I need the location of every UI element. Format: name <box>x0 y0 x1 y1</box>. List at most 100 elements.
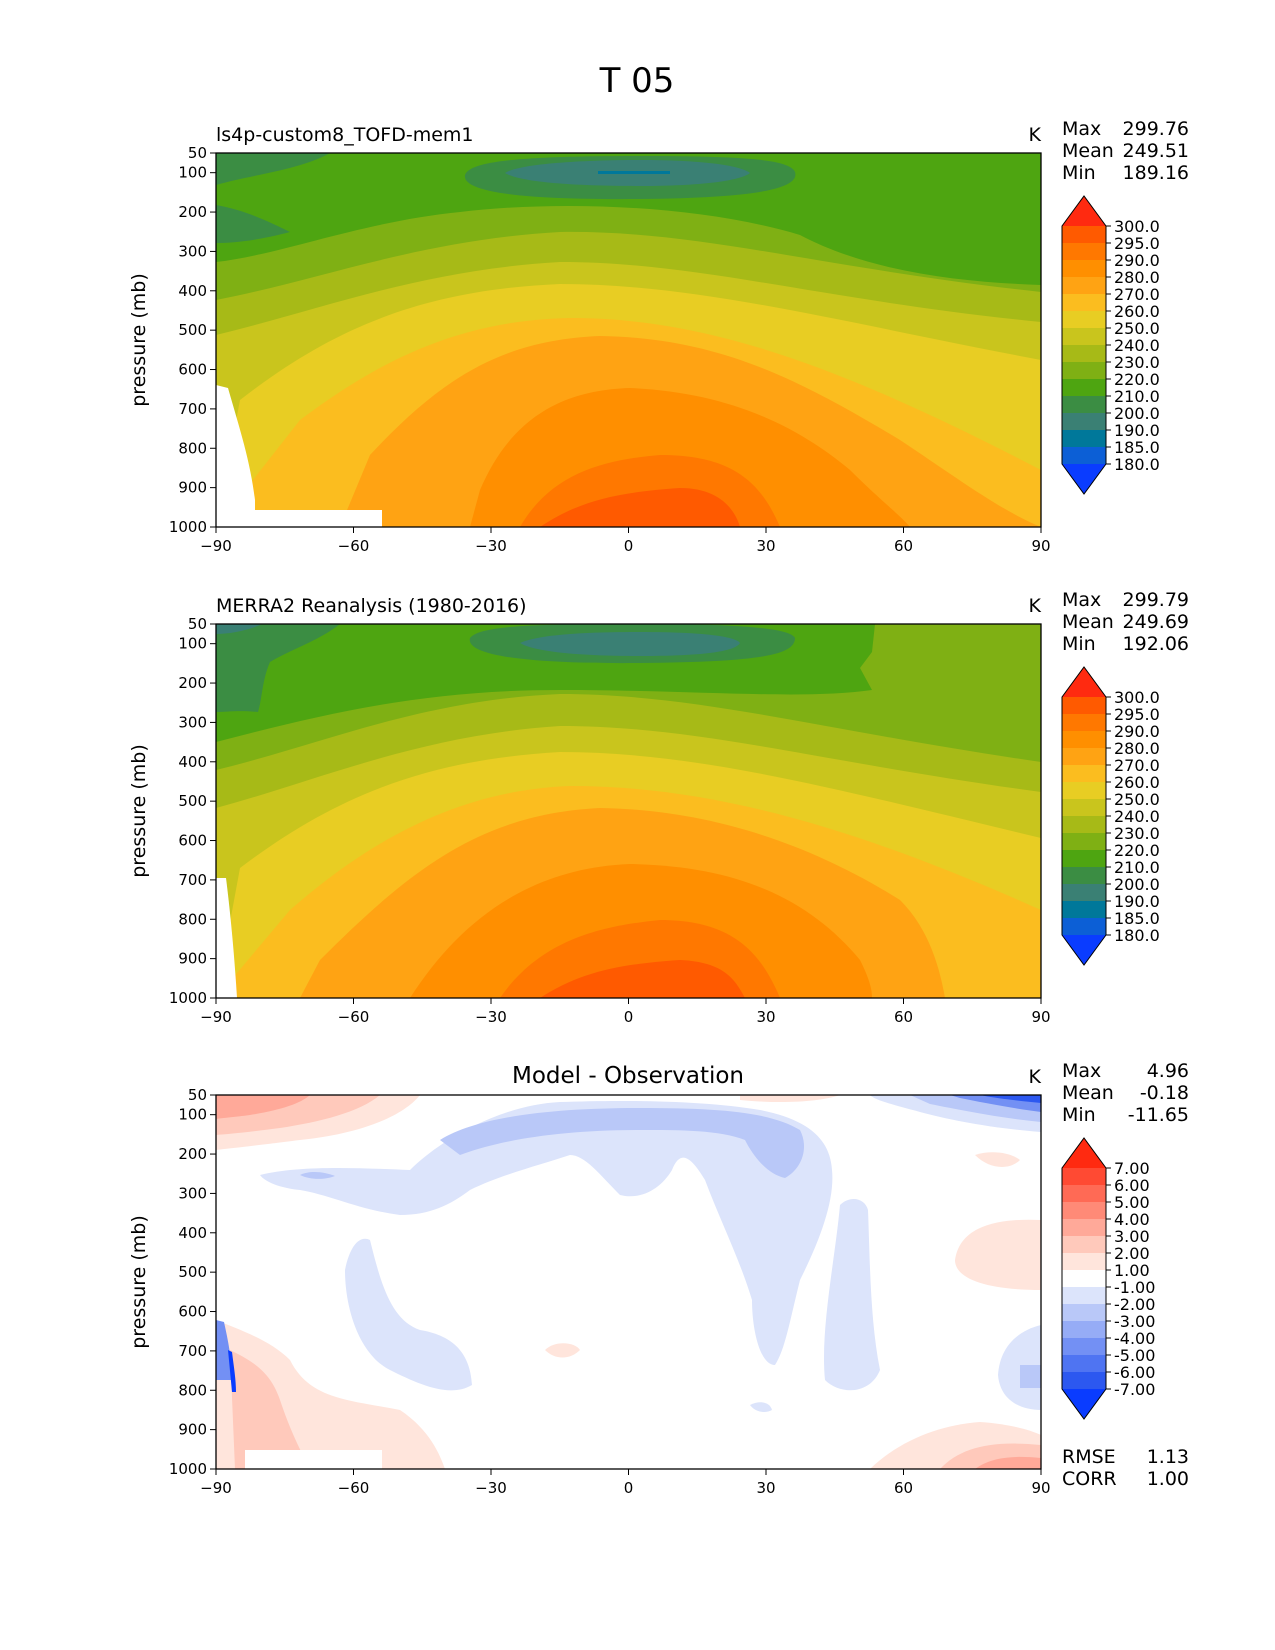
panel-title: MERRA2 Reanalysis (1980-2016) <box>216 595 527 617</box>
colorbar: 300.0295.0290.0280.0270.0260.0250.0240.0… <box>1061 666 1160 966</box>
band-200-left <box>216 153 330 185</box>
colorbar-segment <box>1062 1287 1106 1304</box>
colorbar-label: 210.0 <box>1114 858 1160 877</box>
colorbar-segment <box>1062 697 1106 714</box>
band-295 <box>540 960 745 998</box>
colorbar-extend-max <box>1062 196 1106 226</box>
colorbar-label: 290.0 <box>1114 722 1160 741</box>
colorbar-segment <box>1062 850 1106 867</box>
colorbar-segment <box>1062 1372 1106 1389</box>
colorbar-segment <box>1062 1253 1106 1270</box>
colorbar-label: 4.00 <box>1114 1210 1150 1229</box>
y-tick-label: 100 <box>178 635 207 653</box>
y-ticks: 50 100 200 300 400 500 600 700 800 900 1000 <box>169 615 216 1007</box>
y-tick-label: 1000 <box>169 1460 207 1478</box>
colorbar-segment <box>1062 243 1106 260</box>
colorbar-segment <box>1062 277 1106 294</box>
y-tick-label: 200 <box>178 1145 207 1163</box>
y-tick-label: 900 <box>178 479 207 497</box>
stat-mean-label: Mean <box>1062 140 1114 162</box>
colorbar-label: 260.0 <box>1114 773 1160 792</box>
colorbar-segment <box>1062 748 1106 765</box>
y-tick-label: 700 <box>178 400 207 418</box>
colorbar-label: 270.0 <box>1114 756 1160 775</box>
colorbar-label: 185.0 <box>1114 438 1160 457</box>
colorbar-label: 250.0 <box>1114 319 1160 338</box>
band-neg-east2 <box>1020 1365 1041 1388</box>
band-pos-top <box>740 1095 840 1103</box>
x-tick-label: 60 <box>894 1008 913 1026</box>
band-185 <box>598 171 670 174</box>
x-tick-label: −30 <box>475 1008 507 1026</box>
x-tick-label: 30 <box>756 537 775 555</box>
y-tick-label: 700 <box>178 871 207 889</box>
colorbar-label: 295.0 <box>1114 234 1160 253</box>
colorbar-label: 220.0 <box>1114 370 1160 389</box>
colorbar-segment <box>1062 1304 1106 1321</box>
panel-model: ls4p-custom8_TOFD-mem1 K pressure (mb) 5… <box>128 118 1189 555</box>
y-tick-label: 800 <box>178 910 207 928</box>
x-tick-label: 0 <box>624 1008 634 1026</box>
colorbar-segment <box>1062 1185 1106 1202</box>
y-tick-label: 1000 <box>169 518 207 536</box>
x-tick-label: 60 <box>894 1479 913 1497</box>
x-tick-label: −60 <box>338 1479 370 1497</box>
colorbar-label: 290.0 <box>1114 251 1160 270</box>
colorbar-segment <box>1062 867 1106 884</box>
missing-data <box>216 385 382 527</box>
y-tick-label: 700 <box>178 1342 207 1360</box>
x-tick-label: 60 <box>894 537 913 555</box>
y-tick-label: 300 <box>178 713 207 731</box>
colorbar-segment <box>1062 1202 1106 1219</box>
band-200-left <box>216 624 340 712</box>
colorbar-segment <box>1062 1219 1106 1236</box>
colorbar-extend-min <box>1062 464 1106 494</box>
panel-title: Model - Observation <box>512 1063 744 1089</box>
y-tick-label: 100 <box>178 1106 207 1124</box>
stat-mean-value: -0.18 <box>1140 1082 1189 1104</box>
colorbar-segment <box>1062 328 1106 345</box>
y-tick-label: 50 <box>188 615 207 633</box>
stat-max-value: 4.96 <box>1147 1060 1189 1082</box>
band-neg-right <box>823 1198 880 1391</box>
stat-max-value: 299.79 <box>1123 589 1189 611</box>
y-tick-label: 900 <box>178 950 207 968</box>
corr-label: CORR <box>1062 1468 1117 1490</box>
band-pos-center <box>545 1343 580 1358</box>
colorbar-label: 200.0 <box>1114 875 1160 894</box>
x-tick-label: −90 <box>200 537 232 555</box>
colorbar-segment <box>1062 345 1106 362</box>
band-neg-small <box>750 1402 772 1413</box>
band-pos-sw2 <box>230 1350 310 1469</box>
y-axis-label: pressure (mb) <box>128 744 150 878</box>
units-label: K <box>1029 595 1042 617</box>
y-tick-label: 600 <box>178 832 207 850</box>
y-tick-label: 50 <box>188 1086 207 1104</box>
band-220 <box>216 153 1041 285</box>
colorbar-segment <box>1062 816 1106 833</box>
colorbar-label: 200.0 <box>1114 404 1160 423</box>
contour-field <box>216 153 1041 527</box>
panel-reanalysis: MERRA2 Reanalysis (1980-2016) K pressure… <box>128 589 1189 1026</box>
colorbar-segment <box>1062 782 1106 799</box>
y-tick-label: 100 <box>178 164 207 182</box>
colorbar-segment <box>1062 901 1106 918</box>
y-tick-label: 400 <box>178 1224 207 1242</box>
y-tick-label: 300 <box>178 1184 207 1202</box>
y-tick-label: 200 <box>178 674 207 692</box>
band-neg-ne4 <box>980 1095 1041 1103</box>
y-tick-label: 400 <box>178 753 207 771</box>
colorbar-label: 230.0 <box>1114 824 1160 843</box>
band-pos-3 <box>216 1095 310 1119</box>
stat-mean-value: 249.69 <box>1123 611 1189 633</box>
stat-max-label: Max <box>1062 589 1101 611</box>
contour-field <box>216 624 1041 998</box>
colorbar-label: 2.00 <box>1114 1244 1150 1263</box>
colorbar-segment <box>1062 918 1106 935</box>
x-tick-label: 90 <box>1031 1008 1050 1026</box>
colorbar-segment <box>1062 799 1106 816</box>
x-ticks: −90 −60 −30 0 30 60 90 <box>200 1469 1051 1497</box>
y-ticks: 50 100 200 300 400 500 600 700 800 900 1000 <box>169 144 216 536</box>
y-tick-label: 800 <box>178 439 207 457</box>
units-label: K <box>1029 1066 1042 1088</box>
